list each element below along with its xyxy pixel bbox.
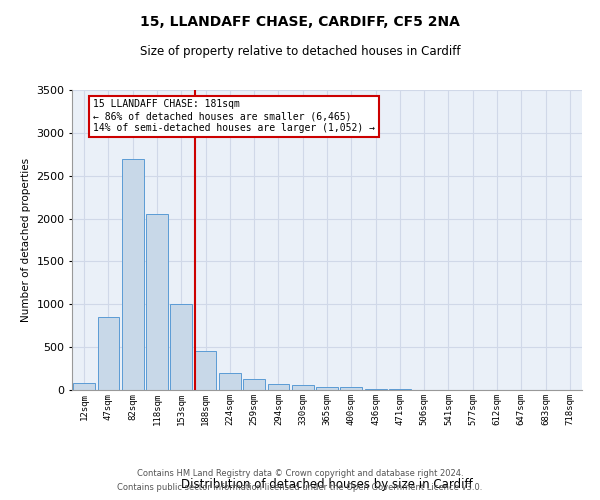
Bar [122, 158, 143, 390]
Text: Size of property relative to detached houses in Cardiff: Size of property relative to detached ho… [140, 45, 460, 58]
Bar [146, 214, 168, 390]
Bar [170, 304, 192, 390]
Text: 15, LLANDAFF CHASE, CARDIFF, CF5 2NA: 15, LLANDAFF CHASE, CARDIFF, CF5 2NA [140, 15, 460, 29]
Bar [365, 388, 386, 390]
Bar [268, 384, 289, 390]
Bar [97, 317, 119, 390]
Bar [340, 388, 362, 390]
Bar [316, 386, 338, 390]
Bar [389, 389, 411, 390]
Text: Contains HM Land Registry data © Crown copyright and database right 2024.: Contains HM Land Registry data © Crown c… [137, 468, 463, 477]
Text: Contains public sector information licensed under the Open Government Licence v3: Contains public sector information licen… [118, 484, 482, 492]
Bar [73, 383, 95, 390]
Bar [194, 352, 217, 390]
X-axis label: Distribution of detached houses by size in Cardiff: Distribution of detached houses by size … [181, 478, 473, 491]
Text: 15 LLANDAFF CHASE: 181sqm
← 86% of detached houses are smaller (6,465)
14% of se: 15 LLANDAFF CHASE: 181sqm ← 86% of detac… [92, 100, 374, 132]
Bar [219, 373, 241, 390]
Bar [292, 386, 314, 390]
Bar [243, 379, 265, 390]
Y-axis label: Number of detached properties: Number of detached properties [20, 158, 31, 322]
